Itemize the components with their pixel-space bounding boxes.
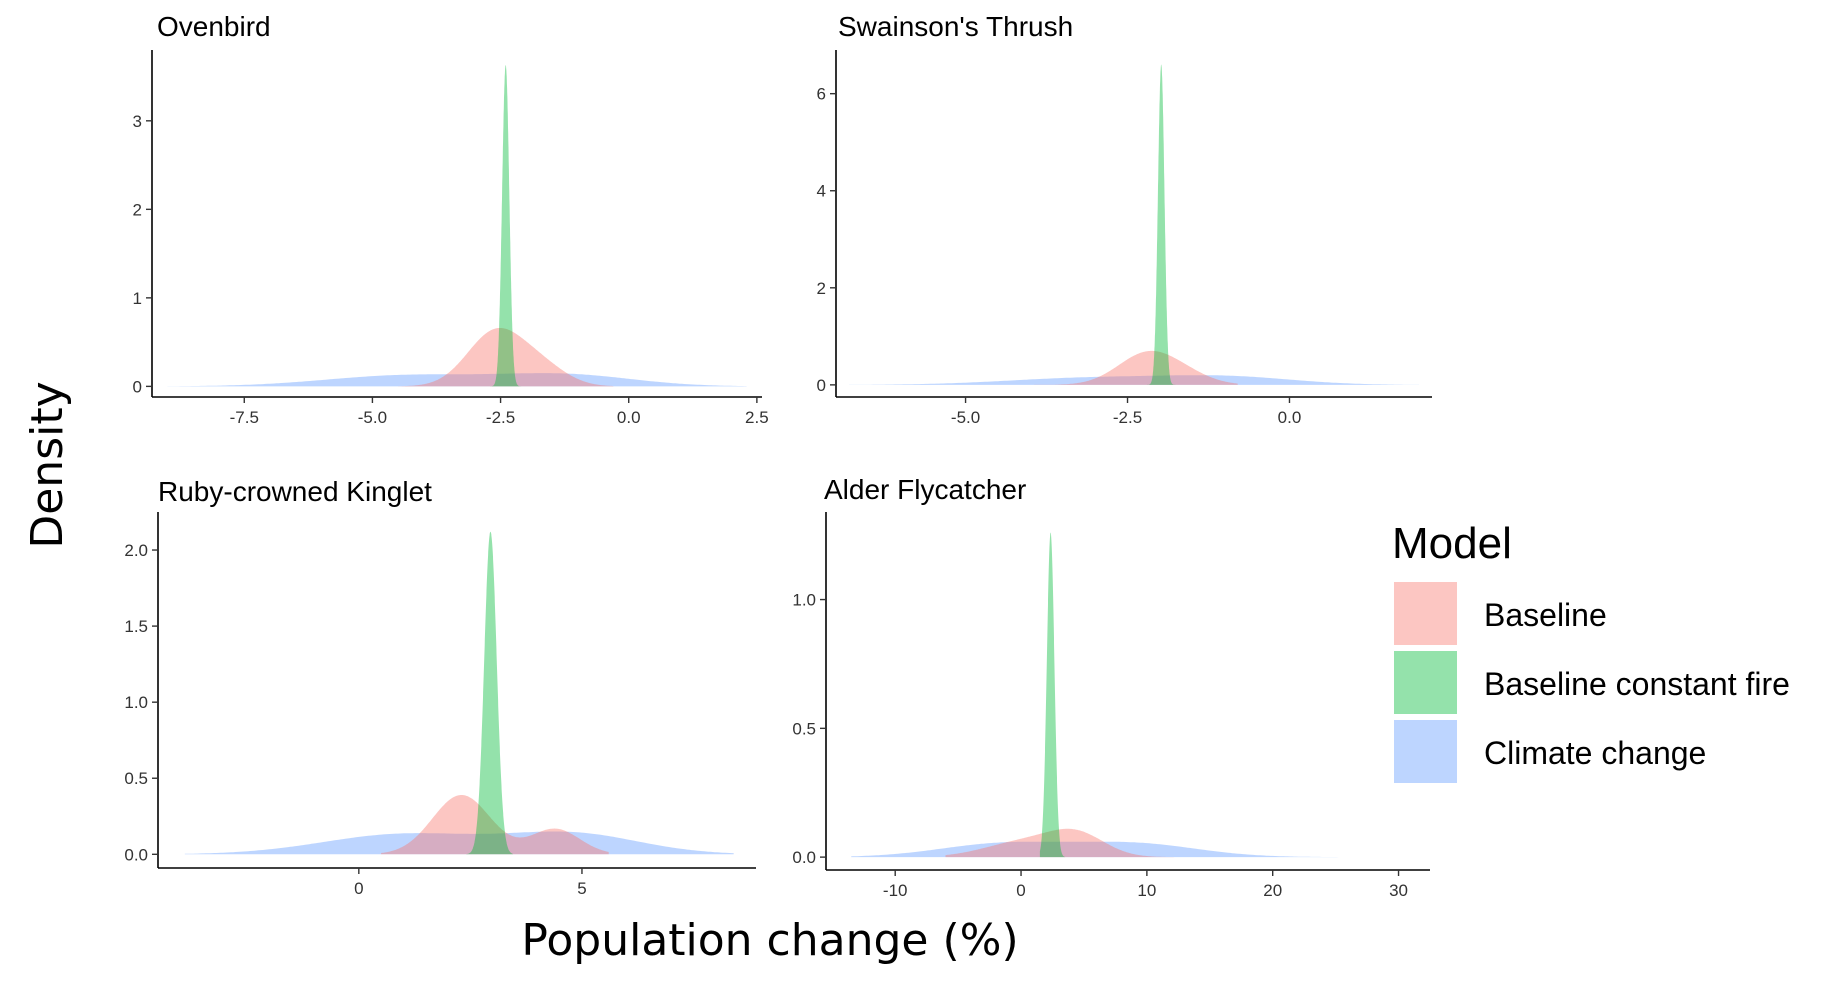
x-tick-label: 0.0 bbox=[1278, 408, 1302, 427]
panel-title: Swainson's Thrush bbox=[838, 11, 1073, 42]
legend-title: Model bbox=[1392, 519, 1512, 568]
panel-alder-flycatcher: Alder Flycatcher -10 0 10 20 30 0.0 0.5 1.0 bbox=[792, 474, 1430, 900]
x-tick-label: 2.5 bbox=[745, 408, 769, 427]
legend-key-climate-change bbox=[1394, 720, 1457, 783]
y-tick-label: 0.5 bbox=[792, 719, 816, 738]
y-tick-label: 0.5 bbox=[124, 769, 148, 788]
y-tick-label: 0 bbox=[133, 377, 142, 396]
y-tick-label: 2 bbox=[817, 279, 826, 298]
panel-title: Ovenbird bbox=[157, 11, 271, 42]
x-tick-label: 5 bbox=[577, 879, 586, 898]
density-baseline bbox=[381, 795, 609, 855]
y-tick-label: 2 bbox=[133, 200, 142, 219]
x-tick-label: 10 bbox=[1137, 881, 1156, 900]
density-climate-change bbox=[851, 841, 1405, 858]
y-tick-label: 1.0 bbox=[792, 591, 816, 610]
x-tick-label: 0 bbox=[354, 879, 363, 898]
x-tick-label: -2.5 bbox=[1113, 408, 1142, 427]
x-tick-label: -5.0 bbox=[358, 408, 387, 427]
x-tick-label: -7.5 bbox=[230, 408, 259, 427]
legend-label-baseline: Baseline bbox=[1484, 597, 1607, 633]
density-baseline-constant-fire bbox=[487, 65, 524, 387]
density-baseline-constant-fire bbox=[1143, 64, 1177, 385]
y-axis-label: Density bbox=[22, 381, 73, 548]
panel-ovenbird: Ovenbird -7.5 -5.0 -2.5 0.0 2.5 0 1 2 3 bbox=[133, 11, 769, 427]
y-tick-label: 1.5 bbox=[124, 617, 148, 636]
y-tick-label: 3 bbox=[133, 112, 142, 131]
y-tick-label: 1 bbox=[133, 289, 142, 308]
x-tick-label: -5.0 bbox=[951, 408, 980, 427]
y-tick-label: 2.0 bbox=[124, 541, 148, 560]
panel-swainson-s-thrush: Swainson's Thrush -5.0 -2.5 0.0 0 2 4 6 bbox=[817, 11, 1432, 427]
panels: Ovenbird -7.5 -5.0 -2.5 0.0 2.5 0 1 2 3 Swainson's… bbox=[124, 11, 1432, 900]
legend-label-baseline-constant-fire: Baseline constant fire bbox=[1484, 666, 1790, 702]
legend-key-baseline bbox=[1394, 582, 1457, 645]
x-tick-label: 20 bbox=[1263, 881, 1282, 900]
legend-key-baseline-constant-fire bbox=[1394, 651, 1457, 714]
density-baseline-constant-fire bbox=[1039, 532, 1066, 858]
y-tick-label: 1.0 bbox=[124, 693, 148, 712]
density-climate-change bbox=[167, 373, 747, 387]
y-tick-label: 4 bbox=[817, 182, 826, 201]
density-baseline bbox=[1017, 350, 1238, 385]
panel-title: Alder Flycatcher bbox=[824, 474, 1026, 505]
density-climate-change bbox=[849, 375, 1419, 385]
x-tick-label: 0.0 bbox=[617, 408, 641, 427]
panel-title: Ruby-crowned Kinglet bbox=[158, 476, 432, 507]
panel-ruby-crowned-kinglet: Ruby-crowned Kinglet 0 5 0.0 0.5 1.0 1.5 2.0 bbox=[124, 476, 756, 898]
y-tick-label: 0 bbox=[817, 376, 826, 395]
y-tick-label: 0.0 bbox=[124, 845, 148, 864]
x-tick-label: -10 bbox=[883, 881, 908, 900]
legend: Model Baseline Baseline constant fire Cl… bbox=[1392, 519, 1790, 783]
y-tick-label: 0.0 bbox=[792, 848, 816, 867]
density-baseline-constant-fire bbox=[463, 531, 513, 855]
density-baseline bbox=[398, 328, 614, 387]
density-climate-change bbox=[184, 831, 734, 855]
y-tick-label: 6 bbox=[817, 85, 826, 104]
x-tick-label: 30 bbox=[1389, 881, 1408, 900]
x-tick-label: 0 bbox=[1016, 881, 1025, 900]
legend-label-climate-change: Climate change bbox=[1484, 735, 1706, 771]
x-tick-label: -2.5 bbox=[486, 408, 515, 427]
density-baseline bbox=[945, 828, 1223, 858]
x-axis-label: Population change (%) bbox=[521, 915, 1018, 966]
